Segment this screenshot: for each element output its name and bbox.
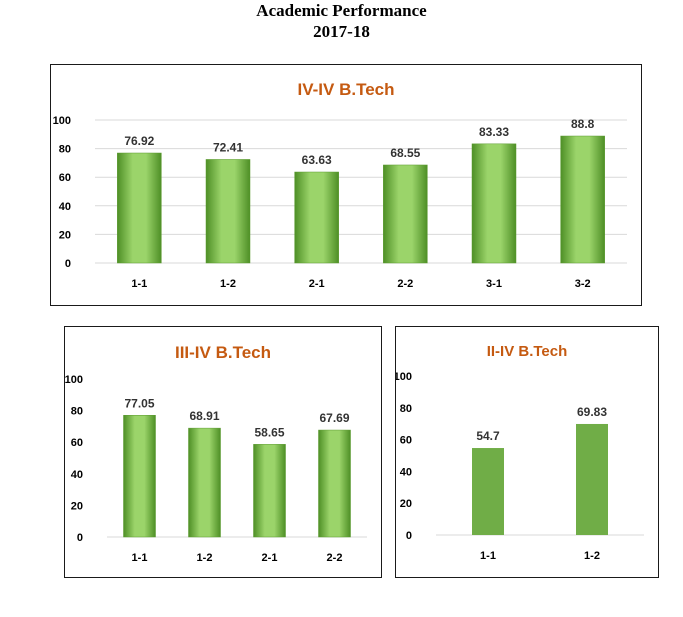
category-label: 2-1 (262, 552, 278, 564)
category-label: 1-1 (131, 278, 147, 290)
data-label: 58.65 (254, 425, 284, 439)
data-label: 83.33 (479, 125, 509, 139)
data-label: 67.69 (319, 411, 349, 425)
bar-1-1 (117, 152, 162, 264)
y-tick-label: 40 (400, 466, 412, 478)
y-tick-label: 60 (59, 172, 71, 184)
category-label: 1-2 (584, 550, 600, 562)
y-tick-label: 100 (65, 374, 83, 386)
chart-ii-iv-btech-svg: II-IV B.Tech 0 20 40 60 80 100 54.7 1-1 69.83 1-2 (396, 343, 644, 562)
category-label: 3-1 (486, 278, 502, 290)
bar-3-1 (471, 143, 517, 264)
chart-iv-iv-btech: IV-IV B.Tech 0 20 40 60 80 100 76.92 1-1 72.41 1-2… (50, 64, 642, 306)
category-label: 1-2 (220, 278, 236, 290)
y-tick-label: 0 (65, 258, 71, 270)
bar-3-2 (560, 135, 605, 264)
y-tick-label: 20 (400, 498, 412, 510)
data-label: 88.8 (571, 117, 595, 131)
data-label: 77.05 (124, 396, 154, 410)
data-label: 68.91 (189, 409, 219, 423)
data-label: 63.63 (302, 153, 332, 167)
category-label: 2-2 (397, 278, 413, 290)
chart-iii-iv-btech: III-IV B.Tech 0 20 40 60 80 100 77.05 1-1 68.91 1-… (64, 326, 382, 578)
category-label: 2-2 (327, 552, 343, 564)
category-label: 1-2 (197, 552, 213, 564)
y-tick-label: 60 (71, 437, 83, 449)
category-label: 1-1 (480, 550, 496, 562)
data-label: 76.92 (124, 134, 154, 148)
chart-ii-iv-btech: II-IV B.Tech 0 20 40 60 80 100 54.7 1-1 69.83 1-2 (395, 326, 659, 578)
chart-title: III-IV B.Tech (175, 343, 271, 362)
page-title-line-1: Academic Performance (256, 1, 427, 20)
chart-iv-iv-btech-svg: IV-IV B.Tech 0 20 40 60 80 100 76.92 1-1 72.41 1-2… (53, 80, 627, 290)
page-title-line-2: 2017-18 (313, 22, 370, 41)
data-label: 54.7 (476, 429, 500, 443)
y-tick-label: 100 (53, 115, 71, 127)
y-tick-label: 40 (71, 469, 83, 481)
bar-1-2 (576, 423, 608, 535)
data-label: 72.41 (213, 140, 243, 154)
y-tick-label: 20 (59, 229, 71, 241)
y-tick-label: 80 (400, 403, 412, 415)
data-label: 68.55 (390, 146, 420, 160)
bar-2-1 (294, 171, 339, 264)
y-tick-label: 100 (396, 371, 412, 383)
bar-2-2 (318, 429, 351, 538)
category-label: 3-2 (575, 278, 591, 290)
data-label: 69.83 (577, 405, 607, 419)
chart-title: IV-IV B.Tech (298, 80, 395, 99)
y-tick-label: 80 (71, 406, 83, 418)
bar-1-1 (123, 415, 156, 538)
category-label: 2-1 (309, 278, 325, 290)
y-tick-label: 0 (77, 532, 83, 544)
bar-1-2 (188, 427, 221, 538)
category-label: 1-1 (132, 552, 148, 564)
bar-1-2 (205, 159, 251, 264)
bar-1-1 (472, 448, 504, 535)
bar-2-1 (253, 444, 286, 538)
y-tick-label: 20 (71, 500, 83, 512)
chart-title: II-IV B.Tech (487, 343, 568, 360)
y-tick-label: 0 (406, 530, 412, 542)
y-tick-label: 60 (400, 435, 412, 447)
page-title: Academic Performance 2017-18 (0, 0, 683, 42)
y-tick-label: 80 (59, 144, 71, 156)
chart-iii-iv-btech-svg: III-IV B.Tech 0 20 40 60 80 100 77.05 1-1 68.91 1-… (65, 343, 367, 564)
y-tick-label: 40 (59, 201, 71, 213)
bar-2-2 (383, 164, 428, 264)
